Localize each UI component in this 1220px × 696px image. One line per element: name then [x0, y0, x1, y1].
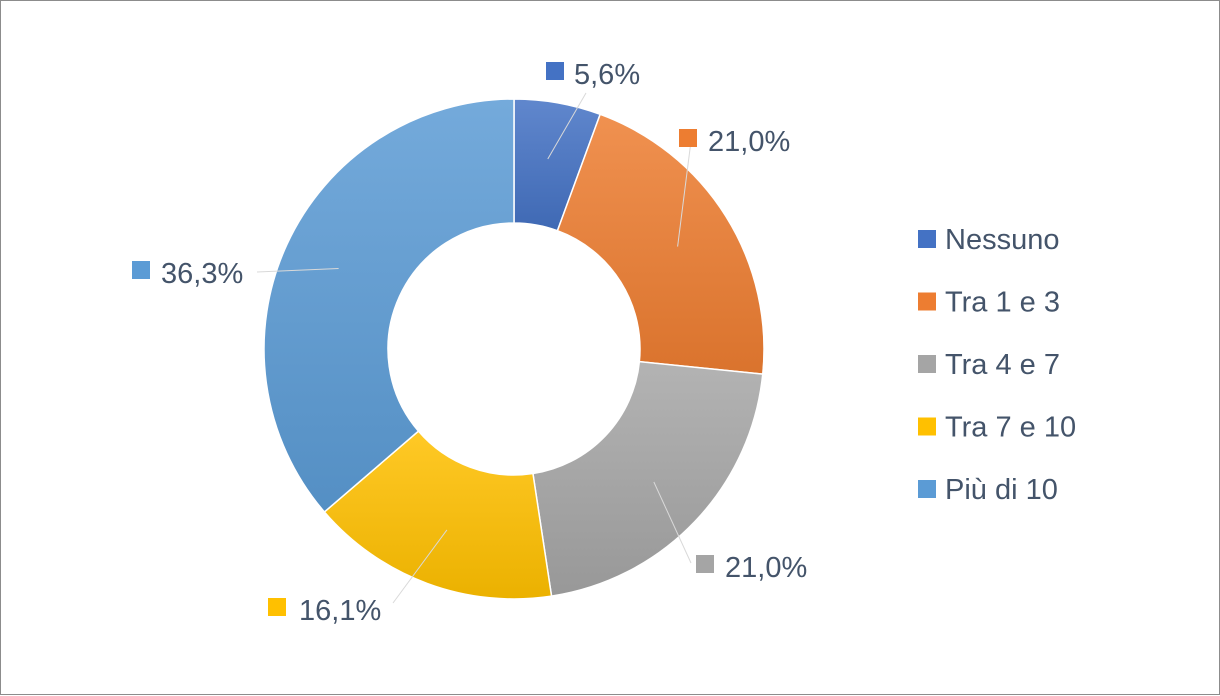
legend-label: Nessuno: [945, 224, 1059, 256]
legend-swatch: [918, 355, 936, 373]
slice-tra-7-e-10: [323, 430, 553, 600]
leader-line: [547, 92, 587, 160]
data-label: 36,3%: [161, 258, 243, 290]
legend-item: Tra 1 e 3: [918, 287, 1060, 319]
legend: Nessuno Tra 1 e 3 Tra 4 e 7 Tra 7 e 10 Più d…: [918, 224, 1076, 506]
legend-item: Più di 10: [918, 474, 1058, 506]
data-label: 21,0%: [708, 126, 790, 158]
legend-item: Tra 4 e 7: [918, 349, 1060, 381]
slice-tra-4-e-7: [532, 360, 764, 598]
leader-line: [653, 481, 692, 564]
slice-tra-1-e-3: [556, 113, 765, 375]
data-label-swatch: [268, 598, 286, 616]
data-label: 16,1%: [299, 595, 381, 627]
legend-label: Tra 1 e 3: [945, 287, 1060, 319]
data-label-swatch: [679, 129, 697, 147]
data-label: 5,6%: [574, 59, 640, 91]
slices-layer: [263, 98, 765, 600]
legend-item: Nessuno: [918, 224, 1059, 256]
slice-pi-di-10: [263, 98, 515, 514]
legend-label: Più di 10: [945, 474, 1058, 506]
data-label-swatch: [132, 261, 150, 279]
legend-label: Tra 4 e 7: [945, 349, 1060, 381]
legend-swatch: [918, 230, 936, 248]
data-label-swatch: [696, 555, 714, 573]
data-labels-layer: 5,6% 21,0% 21,0% 16,1% 36,3%: [132, 59, 807, 627]
leader-line: [677, 140, 692, 247]
data-label-swatch: [546, 62, 564, 80]
data-label: 21,0%: [725, 552, 807, 584]
legend-label: Tra 7 e 10: [945, 412, 1076, 444]
leader-line: [256, 267, 339, 273]
legend-swatch: [918, 480, 936, 498]
leader-lines-layer: [256, 92, 692, 604]
legend-item: Tra 7 e 10: [918, 412, 1076, 444]
leader-line: [392, 529, 448, 604]
legend-swatch: [918, 292, 936, 311]
legend-swatch: [918, 417, 936, 436]
